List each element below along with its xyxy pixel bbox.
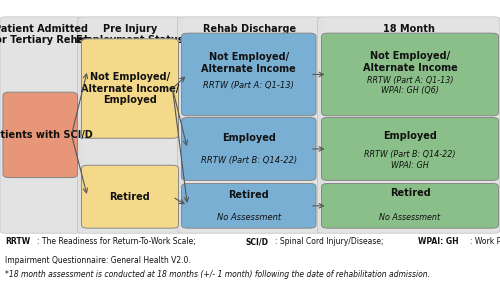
- FancyBboxPatch shape: [322, 33, 498, 116]
- Text: RRTW (Part B: Q14-22)
WPAI: GH: RRTW (Part B: Q14-22) WPAI: GH: [364, 150, 456, 170]
- Text: RRTW (Part B: Q14-22): RRTW (Part B: Q14-22): [200, 156, 297, 165]
- FancyBboxPatch shape: [182, 117, 316, 180]
- Text: SCI/D: SCI/D: [246, 237, 268, 246]
- Text: Patient Admitted
for Tertiary Rehab: Patient Admitted for Tertiary Rehab: [0, 24, 92, 46]
- Text: RRTW: RRTW: [5, 237, 30, 246]
- Text: Employed: Employed: [383, 131, 437, 141]
- Text: Retired: Retired: [390, 188, 430, 198]
- Text: Employed: Employed: [222, 133, 276, 143]
- Text: No Assessment: No Assessment: [216, 212, 281, 222]
- Text: Patients with SCI/D: Patients with SCI/D: [0, 130, 93, 140]
- FancyBboxPatch shape: [78, 17, 182, 233]
- Text: Not Employed/
Alternate Income: Not Employed/ Alternate Income: [362, 51, 458, 72]
- FancyBboxPatch shape: [3, 92, 78, 178]
- Text: RRTW (Part A: Q1-13)
WPAI: GH (Q6): RRTW (Part A: Q1-13) WPAI: GH (Q6): [367, 76, 454, 96]
- Text: : The Readiness for Return-To-Work Scale;: : The Readiness for Return-To-Work Scale…: [38, 237, 198, 246]
- Text: *18 month assessment is conducted at 18 months (+/- 1 month) following the date : *18 month assessment is conducted at 18 …: [5, 270, 430, 279]
- Text: Retired: Retired: [228, 190, 269, 200]
- Text: 18 Month
Assessment*: 18 Month Assessment*: [374, 24, 444, 46]
- Text: WPAI: GH: WPAI: GH: [418, 237, 459, 246]
- Text: Not Employed/
Alternate Income/
Employed: Not Employed/ Alternate Income/ Employed: [81, 72, 179, 105]
- Text: Not Employed/
Alternate Income: Not Employed/ Alternate Income: [202, 53, 296, 74]
- FancyBboxPatch shape: [82, 165, 178, 228]
- Text: : Work Productivity and Activity: : Work Productivity and Activity: [470, 237, 500, 246]
- Text: RRTW (Part A: Q1-13): RRTW (Part A: Q1-13): [204, 81, 294, 90]
- FancyBboxPatch shape: [322, 183, 498, 228]
- FancyBboxPatch shape: [322, 117, 498, 180]
- Text: Rehab Discharge
Assessment: Rehab Discharge Assessment: [204, 24, 296, 46]
- Text: : Spinal Cord Injury/Disease;: : Spinal Cord Injury/Disease;: [275, 237, 386, 246]
- Text: Pre Injury
Employment Status: Pre Injury Employment Status: [76, 24, 184, 46]
- FancyBboxPatch shape: [178, 17, 322, 233]
- Text: Impairment Questionnaire: General Health V2.0.: Impairment Questionnaire: General Health…: [5, 256, 191, 265]
- FancyBboxPatch shape: [82, 39, 178, 138]
- FancyBboxPatch shape: [318, 17, 500, 233]
- Text: Retired: Retired: [110, 192, 150, 202]
- FancyBboxPatch shape: [0, 17, 82, 233]
- Text: No Assessment: No Assessment: [380, 212, 440, 222]
- FancyBboxPatch shape: [182, 33, 316, 116]
- FancyBboxPatch shape: [182, 183, 316, 228]
